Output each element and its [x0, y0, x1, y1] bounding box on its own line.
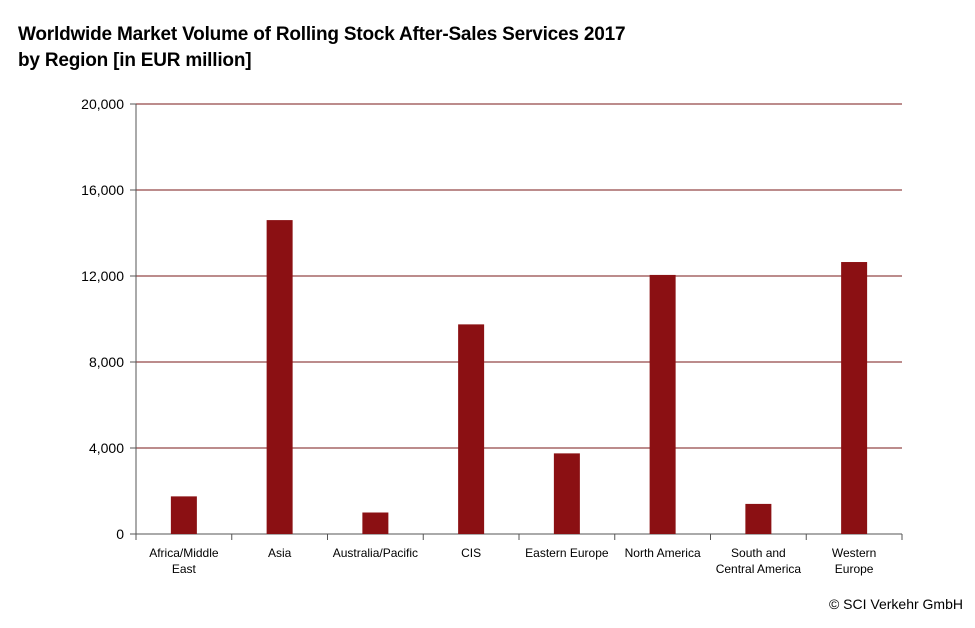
bar	[362, 512, 389, 534]
bar	[170, 496, 197, 534]
x-category-label: Europe	[835, 562, 874, 576]
chart-title: Worldwide Market Volume of Rolling Stock…	[18, 22, 626, 74]
y-tick-label: 4,000	[89, 440, 124, 456]
y-tick-label: 16,000	[81, 182, 124, 198]
x-category-label: Central America	[716, 562, 802, 576]
y-tick-label: 8,000	[89, 354, 124, 370]
x-category-label: South and	[731, 546, 786, 560]
x-category-label: Asia	[268, 546, 292, 560]
chart-title-line-1: Worldwide Market Volume of Rolling Stock…	[18, 24, 626, 45]
y-tick-label: 20,000	[81, 96, 124, 112]
bar	[649, 274, 676, 534]
x-category-label: CIS	[461, 546, 481, 560]
bar	[745, 503, 772, 534]
bar	[458, 324, 485, 534]
chart-title-line-2: by Region [in EUR million]	[18, 50, 252, 71]
x-category-label: East	[172, 562, 197, 576]
x-category-label: Africa/Middle	[149, 546, 219, 560]
y-tick-label: 0	[116, 526, 124, 542]
y-tick-label: 12,000	[81, 268, 124, 284]
x-category-label: Western	[832, 546, 876, 560]
x-category-label: North America	[625, 546, 701, 560]
x-category-label: Australia/Pacific	[333, 546, 418, 560]
bar	[266, 220, 293, 534]
bar	[553, 453, 580, 534]
copyright-credit: © SCI Verkehr GmbH	[828, 596, 963, 612]
x-category-label: Eastern Europe	[525, 546, 609, 560]
bar	[841, 262, 868, 534]
